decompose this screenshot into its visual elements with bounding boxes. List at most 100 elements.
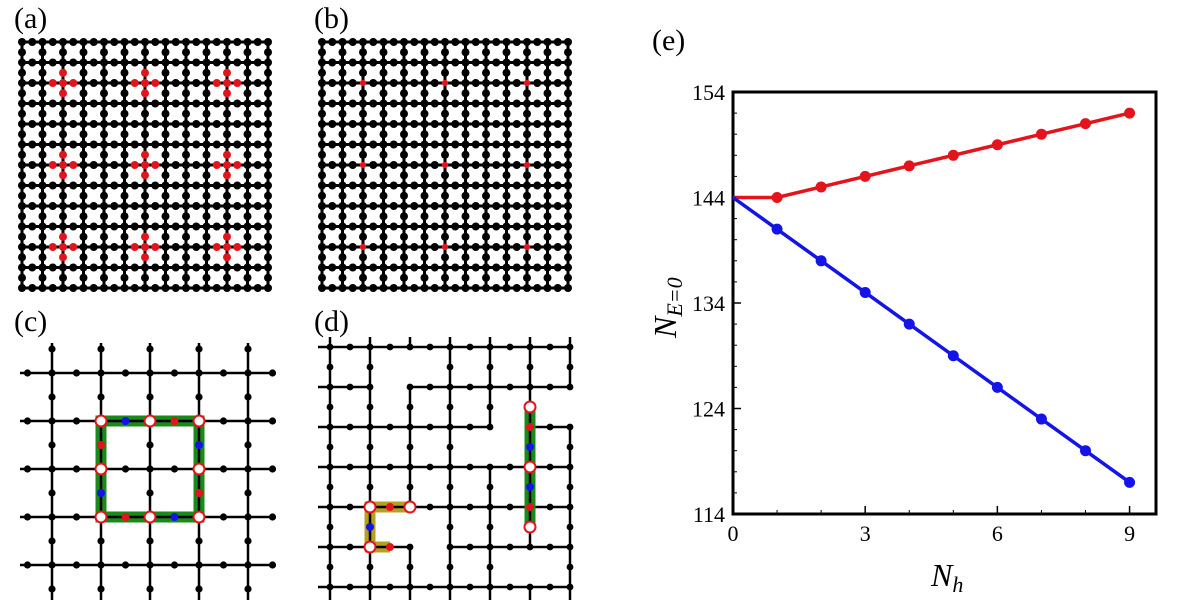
lattice-site	[566, 343, 574, 351]
lattice-site	[79, 191, 88, 200]
lattice-site	[110, 243, 119, 251]
lattice-site	[244, 561, 252, 569]
lattice-site	[486, 523, 494, 531]
lattice-site	[461, 150, 470, 159]
lattice-site	[48, 120, 57, 128]
lattice-site	[171, 284, 180, 292]
lattice-site	[441, 253, 449, 262]
lattice-site	[566, 503, 574, 511]
lattice-site	[69, 58, 78, 67]
series-point-1	[771, 223, 783, 235]
lattice-site	[264, 202, 272, 210]
red-site	[359, 79, 367, 87]
lattice-site	[451, 99, 460, 108]
lattice-site	[410, 284, 419, 292]
lattice-site	[359, 99, 367, 108]
lattice-site	[253, 284, 262, 292]
lattice-site	[486, 563, 494, 571]
lattice-site	[543, 58, 552, 67]
lattice-site	[223, 99, 231, 108]
lattice-site	[533, 222, 542, 231]
lattice-site	[441, 140, 449, 149]
lattice-site	[79, 120, 88, 128]
lattice-site	[23, 465, 32, 473]
lattice-site	[243, 273, 252, 282]
lattice-site	[441, 130, 449, 139]
lattice-site	[566, 423, 574, 431]
lattice-site	[182, 232, 190, 241]
lattice-site	[533, 58, 542, 67]
lattice-site	[512, 243, 521, 251]
lattice-site	[328, 140, 337, 149]
lattice-site	[318, 140, 326, 149]
lattice-site	[120, 89, 129, 98]
lattice-site	[400, 263, 408, 272]
lattice-site	[553, 222, 562, 231]
lattice-site	[161, 68, 170, 77]
lattice-site	[389, 120, 398, 128]
lattice-site	[546, 423, 554, 431]
lattice-site	[223, 284, 231, 292]
lattice-site	[326, 343, 334, 351]
lattice-site	[28, 58, 37, 67]
lattice-site	[502, 48, 511, 57]
lattice-site	[389, 222, 398, 231]
lattice-site	[379, 109, 388, 118]
lattice-site	[420, 99, 429, 108]
lattice-site	[264, 232, 272, 241]
lattice-site	[426, 503, 434, 511]
lattice-site	[502, 68, 511, 77]
lattice-site	[141, 284, 149, 292]
lattice-site	[553, 181, 562, 190]
lattice-site	[523, 232, 531, 241]
lattice-site	[100, 263, 108, 272]
lattice-site	[326, 463, 334, 471]
lattice-site	[526, 543, 534, 551]
lattice-site	[366, 423, 374, 431]
lattice-site	[523, 212, 531, 221]
lattice-site	[59, 202, 67, 210]
lattice-site	[441, 38, 449, 46]
lattice-site	[253, 222, 262, 231]
lattice-site	[506, 383, 514, 391]
lattice-site	[182, 79, 190, 87]
lattice-site	[441, 48, 449, 57]
lattice-site	[379, 284, 388, 292]
lattice-site	[48, 263, 57, 272]
lattice-site	[110, 99, 119, 108]
lattice-site	[97, 585, 105, 593]
lattice-site	[79, 263, 88, 272]
lattice-site	[171, 120, 180, 128]
lattice-site	[338, 120, 347, 128]
lattice-site	[482, 202, 490, 210]
lattice-site	[564, 120, 572, 128]
lattice-site	[182, 150, 190, 159]
lattice-site	[244, 345, 252, 353]
lattice-site	[233, 263, 242, 272]
lattice-site	[406, 443, 414, 451]
lattice-site	[202, 140, 211, 149]
lattice-site	[212, 140, 221, 149]
lattice-site	[130, 38, 139, 46]
lattice-site	[348, 79, 357, 87]
lattice-site	[233, 202, 242, 210]
lattice-site	[386, 343, 394, 351]
lattice-site	[410, 202, 419, 210]
lattice-site	[348, 284, 357, 292]
lattice-site	[243, 263, 252, 272]
lattice-site	[543, 89, 552, 98]
lattice-site	[18, 232, 26, 241]
lattice-site	[512, 38, 521, 46]
lattice-site	[546, 503, 554, 511]
lattice-site	[410, 263, 419, 272]
lattice-site	[89, 202, 98, 210]
lattice-site	[192, 38, 201, 46]
lattice-site	[212, 263, 221, 272]
series-line-1	[731, 196, 1131, 484]
lattice-site	[482, 181, 490, 190]
lattice-site	[120, 140, 129, 149]
lattice-site	[564, 243, 572, 251]
lattice-site	[171, 243, 180, 251]
lattice-site	[482, 273, 490, 282]
lattice-site	[366, 343, 374, 351]
